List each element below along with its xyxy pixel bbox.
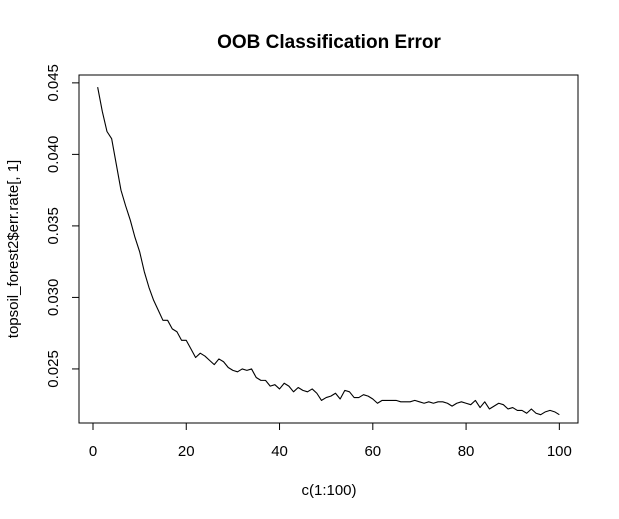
series-layer bbox=[97, 87, 560, 416]
x-tick-label: 80 bbox=[458, 443, 475, 460]
y-tick-label: 0.040 bbox=[45, 136, 62, 174]
chart-title: OOB Classification Error bbox=[217, 32, 441, 53]
y-axis: 0.025 0.030 0.035 0.040 0.045 bbox=[45, 64, 80, 388]
x-axis: 0 20 40 60 80 100 bbox=[89, 422, 572, 460]
x-tick-label: 60 bbox=[364, 443, 381, 460]
plot-frame bbox=[78, 74, 579, 424]
x-tick-label: 20 bbox=[178, 443, 195, 460]
x-tick-label: 40 bbox=[271, 443, 288, 460]
x-axis-label: c(1:100) bbox=[301, 482, 356, 499]
y-tick-label: 0.035 bbox=[45, 207, 62, 245]
y-tick-label: 0.045 bbox=[45, 64, 62, 102]
y-tick-label: 0.025 bbox=[45, 350, 62, 388]
x-tick-label: 100 bbox=[547, 443, 572, 460]
y-tick-label: 0.030 bbox=[45, 279, 62, 317]
y-axis-label: topsoil_forest2$err.rate[, 1] bbox=[5, 160, 22, 338]
error-rate-line bbox=[97, 87, 560, 416]
x-tick-label: 0 bbox=[89, 443, 97, 460]
